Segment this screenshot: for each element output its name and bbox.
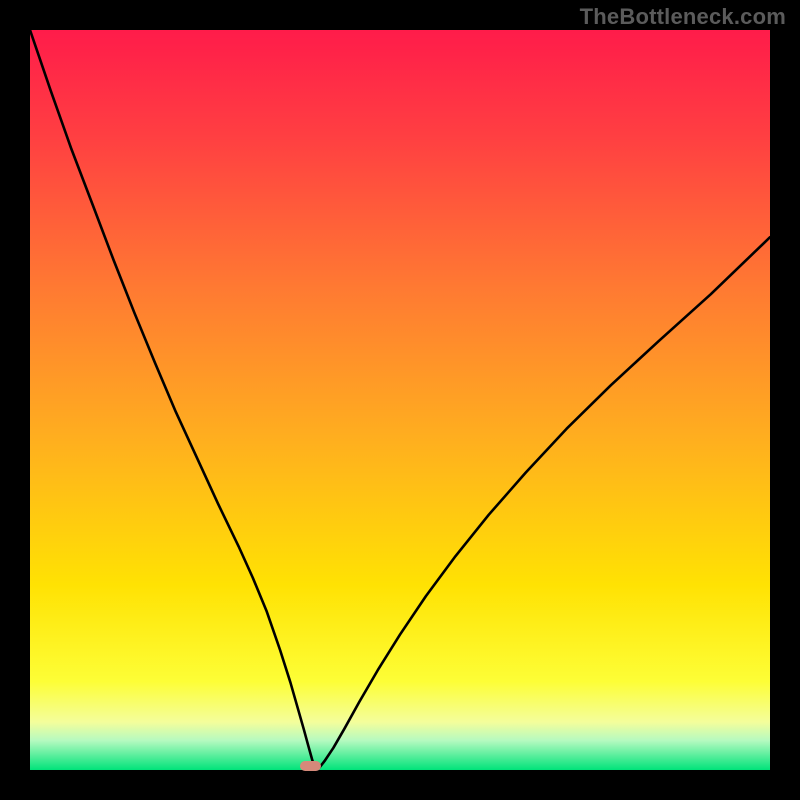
optimum-marker bbox=[300, 761, 321, 771]
watermark-text: TheBottleneck.com bbox=[580, 4, 786, 30]
curve-svg bbox=[30, 30, 770, 770]
bottleneck-curve bbox=[30, 30, 770, 769]
chart-frame: TheBottleneck.com bbox=[0, 0, 800, 800]
plot-area bbox=[30, 30, 770, 770]
